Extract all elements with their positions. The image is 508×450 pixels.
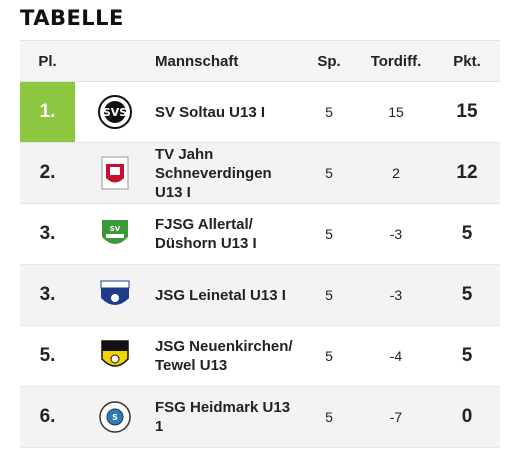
goal-diff-cell: 15 (388, 104, 404, 120)
points-cell: 5 (461, 284, 473, 305)
svg-text:S: S (112, 413, 118, 422)
games-cell: 5 (325, 104, 333, 120)
points-cell: 0 (461, 406, 473, 427)
games-cell: 5 (325, 409, 333, 425)
header-goal-diff: Tordiff. (370, 52, 422, 70)
team-name[interactable]: JSG Leinetal U13 I (155, 286, 286, 304)
table-row[interactable]: 6. S FSG Heidmark U13 1 5 -7 0 (20, 387, 500, 448)
position-cell: 2. (39, 162, 56, 183)
goal-diff-cell: -3 (389, 226, 403, 242)
svg-text:SVS: SVS (103, 106, 127, 119)
goal-diff-cell: 2 (392, 165, 400, 181)
goal-diff-cell: -3 (389, 287, 403, 303)
team-name[interactable]: JSG Neuenkirchen/ Tewel U13 (155, 338, 293, 374)
table-row[interactable]: 1. SVS SV Soltau U13 I 5 15 15 (20, 82, 500, 143)
tv-jahn-logo-icon (101, 156, 129, 190)
games-cell: 5 (325, 165, 333, 181)
header-position: Pl. (38, 52, 57, 70)
table-row[interactable]: 3. SV FJSG Allertal/ Düshorn U13 I 5 -3 … (20, 204, 500, 265)
jsg-neuenkirchen-logo-icon (101, 340, 129, 367)
points-cell: 15 (456, 101, 478, 122)
team-name[interactable]: TV Jahn Schneverdingen U13 I (155, 145, 272, 201)
position-cell: 3. (39, 284, 56, 305)
standings-table: Pl. Mannschaft Sp. Tordiff. Pkt. 1. SVS … (20, 40, 500, 448)
points-cell: 5 (461, 345, 473, 366)
position-cell: 1. (20, 82, 75, 142)
games-cell: 5 (325, 287, 333, 303)
points-cell: 12 (456, 162, 478, 183)
goal-diff-cell: -7 (389, 409, 403, 425)
games-cell: 5 (325, 348, 333, 364)
header-games: Sp. (317, 52, 341, 70)
header-points: Pkt. (453, 52, 481, 70)
sv-soltau-logo-icon: SVS (98, 95, 132, 129)
table-row[interactable]: 5. JSG Neuenkirchen/ Tewel U13 5 -4 5 (20, 326, 500, 387)
table-row[interactable]: 3. JSG Leinetal U13 I 5 -3 5 (20, 265, 500, 326)
games-cell: 5 (325, 226, 333, 242)
header-team: Mannschaft (155, 52, 239, 70)
fjsg-allertal-logo-icon: SV (102, 220, 128, 244)
svg-text:SV: SV (110, 225, 121, 233)
team-name[interactable]: SV Soltau U13 I (155, 103, 266, 121)
team-name[interactable]: FSG Heidmark U13 1 (155, 399, 291, 435)
table-header: Pl. Mannschaft Sp. Tordiff. Pkt. (20, 40, 500, 82)
position-cell: 5. (39, 345, 56, 366)
goal-diff-cell: -4 (389, 348, 403, 364)
table-row[interactable]: 2. TV Jahn Schneverdingen U13 I 5 2 12 (20, 143, 500, 204)
jsg-leinetal-logo-icon (100, 280, 130, 305)
position-cell: 3. (39, 223, 56, 244)
team-name[interactable]: FJSG Allertal/ Düshorn U13 I (155, 216, 257, 252)
fsg-heidmark-logo-icon: S (99, 401, 131, 433)
position-cell: 6. (39, 406, 56, 427)
page-title: TABELLE (20, 6, 124, 30)
points-cell: 5 (461, 223, 473, 244)
